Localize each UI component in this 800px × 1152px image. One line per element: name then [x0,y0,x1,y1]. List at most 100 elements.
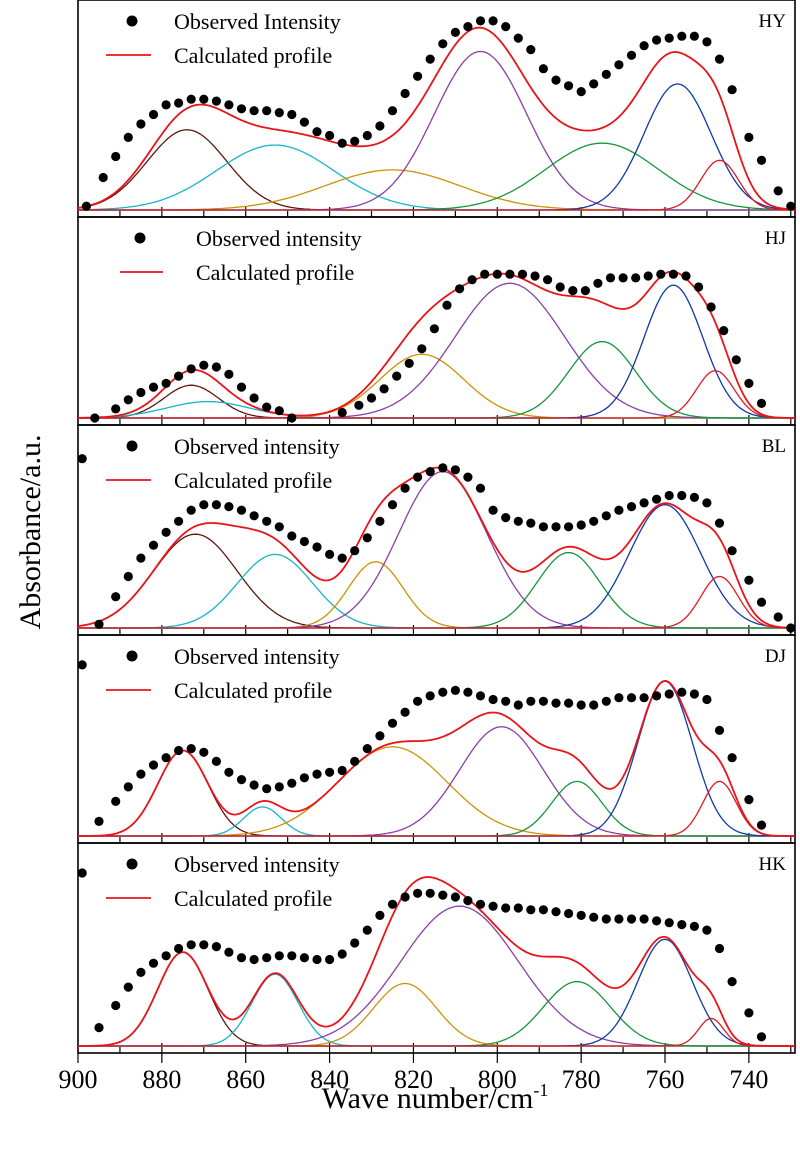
observed-point [564,522,574,532]
observed-point [639,498,649,508]
observed-point [312,542,322,552]
observed-point [186,364,196,374]
legend-calculated-label: Calculated profile [174,43,332,68]
panel-sample-label: HY [759,11,787,32]
observed-point [614,914,624,924]
observed-point [463,687,473,697]
observed-point [756,155,767,165]
observed-point [589,79,599,89]
observed-point [387,718,398,728]
observed-point [136,967,146,978]
observed-point [480,269,490,279]
observed-point [77,454,87,464]
observed-point [526,45,536,55]
x-axis-label: Wave number/cm-1 [322,1080,549,1115]
observed-point [488,16,498,26]
panel-frame [77,842,796,1054]
observed-point [564,698,574,708]
observed-point [538,522,549,532]
observed-point [186,505,196,515]
observed-point [111,1000,121,1011]
observed-point [199,747,209,757]
observed-point [505,269,515,279]
panel-sample-label: HJ [765,228,786,249]
observed-point [148,540,159,550]
observed-point [656,269,666,279]
observed-point [262,516,272,526]
observed-point [400,892,410,902]
observed-point [354,400,364,410]
observed-point [387,500,398,510]
x-tick-label: 880 [142,1065,181,1094]
observed-point [236,775,247,785]
observed-point [568,286,578,296]
observed-point [123,782,133,792]
component-curve [78,905,795,1047]
observed-point [601,914,611,924]
component-curve [78,340,795,419]
panel-hk: Observed intensity Calculated profile HK [77,842,796,1054]
observed-point [136,119,146,129]
observed-point [148,958,159,968]
component-curve [78,973,795,1047]
observed-point [551,698,561,708]
observed-point [714,725,725,736]
observed-point [174,371,184,381]
observed-point [475,16,486,26]
observed-point [262,402,272,412]
observed-point [161,753,171,763]
observed-point [236,953,247,963]
observed-point [639,914,649,924]
observed-point [467,275,477,285]
observed-point [463,896,473,906]
component-curve [78,806,795,837]
component-curve [78,680,795,837]
observed-point [111,796,121,807]
observed-point [727,753,737,763]
observed-point [262,784,272,794]
observed-point [350,938,360,948]
legend-observed-label: Observed intensity [174,434,340,459]
observed-point [375,516,385,526]
observed-point [136,769,146,779]
observed-point [564,908,574,919]
observed-point [492,269,502,279]
component-curve [78,470,795,629]
component-curve [78,938,795,1047]
observed-point [312,127,322,137]
observed-point [366,393,377,403]
component-curve [78,83,795,211]
observed-point [576,910,586,921]
legend-calculated-label: Calculated profile [174,678,332,703]
observed-point [123,571,133,582]
observed-point [652,35,662,45]
observed-point [375,121,385,131]
calculated-profile-line [78,876,795,1047]
observed-point [236,505,247,515]
legend-observed-label: Observed intensity [174,852,340,877]
observed-point [90,413,100,423]
observed-point [81,201,91,211]
observed-point [136,553,146,563]
legend-calculated-label: Calculated profile [174,886,332,911]
legend-observed-label: Observed intensity [174,644,340,669]
observed-point [601,69,611,79]
observed-point [111,404,121,414]
observed-point [702,694,712,705]
observed-point [224,947,234,957]
observed-point [249,393,259,403]
observed-point [756,820,767,830]
observed-point [186,94,196,104]
observed-point [551,75,561,85]
observed-point [639,41,649,51]
observed-point [400,707,410,717]
panel-dj: Observed intensity Calculated profile DJ [77,634,796,844]
observed-point [387,106,398,116]
observed-point [589,516,599,526]
calculated-profile-line [77,466,795,629]
observed-point [714,54,725,64]
observed-point [756,1032,767,1042]
observed-point [236,104,247,114]
observed-point [274,782,284,792]
observed-point [501,903,511,913]
